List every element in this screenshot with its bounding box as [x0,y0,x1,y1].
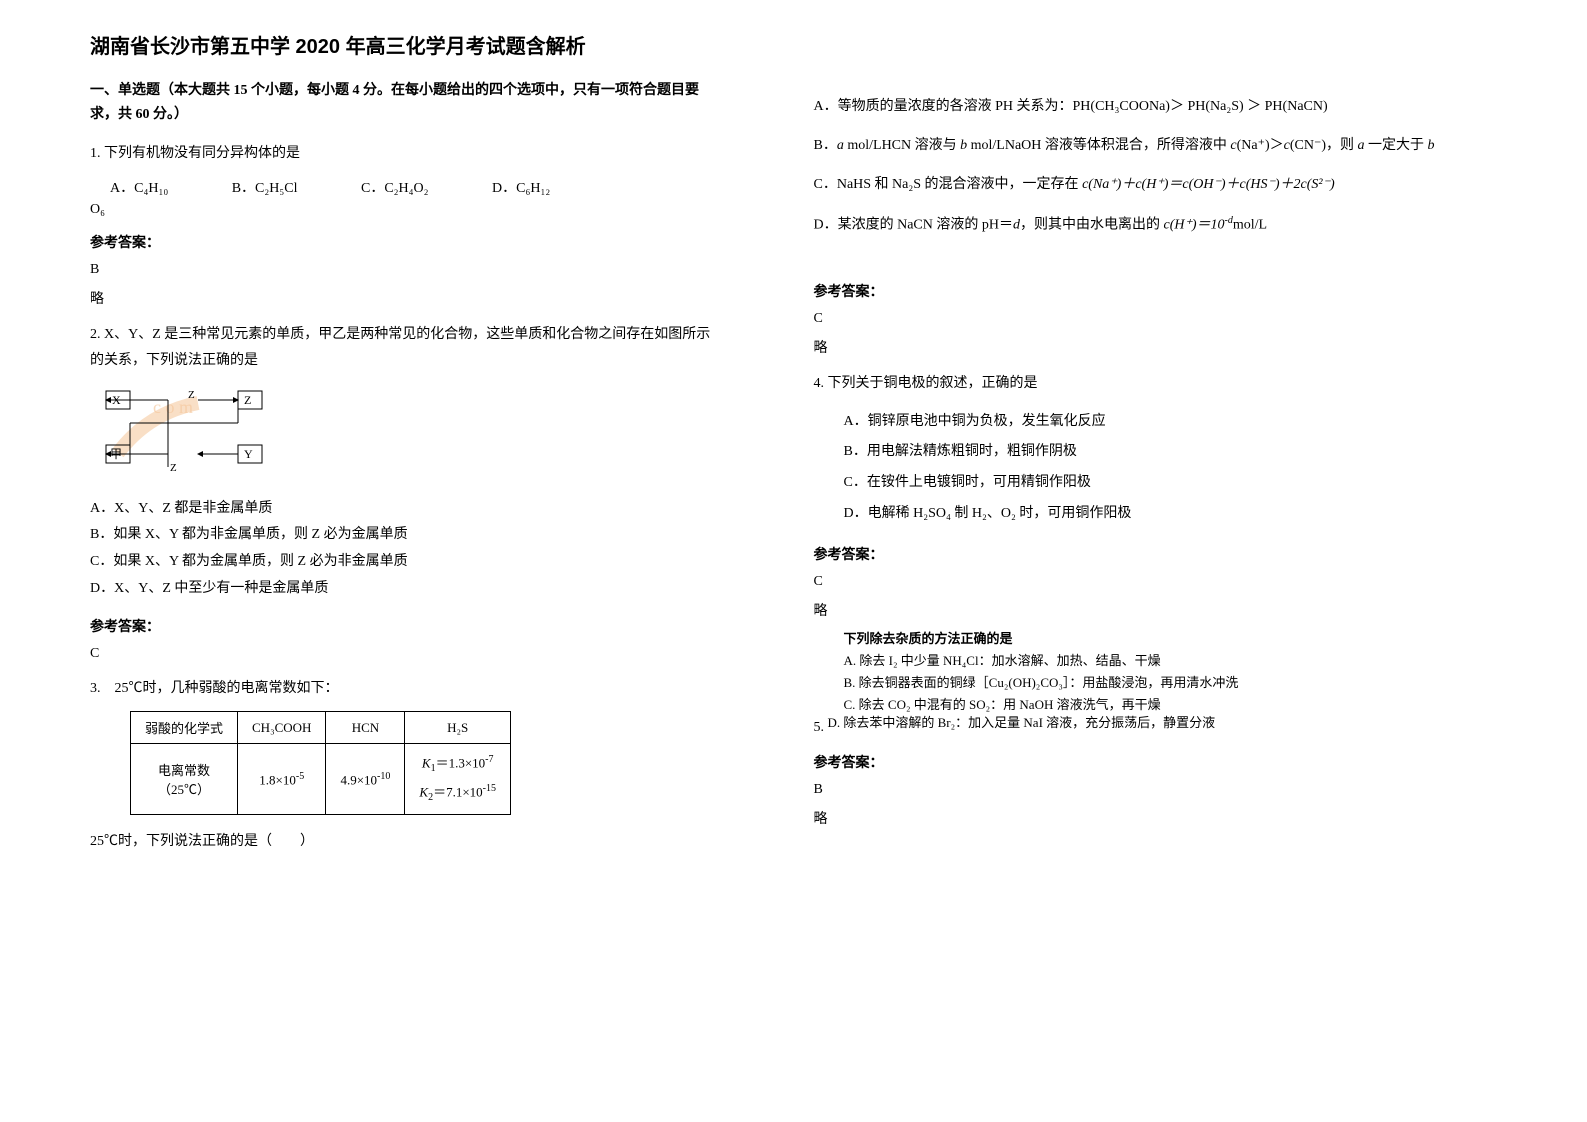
q3b-c2i: (CN⁻)，则 [1290,138,1358,153]
q5-opt-c: C. 除去 CO₂ 中混有的 SO₂：用 NaOH 溶液洗气，再干燥 [844,694,1498,716]
td-v3: K1＝1.3×10-7 K2＝7.1×10-15 [405,744,511,815]
q2-options: A．X、Y、Z 都是非金属单质 B．如果 X、Y 都为非金属单质，则 Z 必为金… [90,496,724,602]
q2-stem: 2. X、Y、Z 是三种常见元素的单质，甲乙是两种常见的化合物，这些单质和化合物… [90,322,724,372]
th-hcn: HCN [326,712,405,744]
right-top-spacer [814,30,1498,80]
q3b-m2: mol/LNaOH 溶液等体积混合，所得溶液中 [967,138,1230,153]
acid-constants-table: 弱酸的化学式 CH₃COOH HCN H₂S 电离常数 （25℃） 1.8×10… [130,711,511,815]
q3d-exp: -d [1225,215,1233,226]
v3a-k: K [422,756,431,771]
q3-opt-c: C．NaHS 和 Na₂S 的混合溶液中，一定存在 c(Na⁺)＋c(H⁺)＝c… [814,172,1498,197]
q5-header: 下列除去杂质的方法正确的是 [844,628,1498,650]
q1-opt-d: D．C₆H₁₂ [492,176,550,203]
q4-opt-b: B．用电解法精炼粗铜时，粗铜作阴极 [844,437,1498,468]
th-h2s: H₂S [405,712,511,744]
left-column: 湖南省长沙市第五中学 2020 年高三化学月考试题含解析 一、单选题（本大题共 … [0,0,794,1122]
q4-opt-a: A．铜锌原电池中铜为负极，发生氧化反应 [844,407,1498,438]
td-const-label: 电离常数 （25℃） [131,744,238,815]
q3d-d: d [1013,217,1020,232]
q1-answer-label: 参考答案： [90,232,724,252]
q3c-pre: C．NaHS 和 Na₂S 的混合溶液中，一定存在 [814,177,1083,192]
q3-answer-label: 参考答案： [814,281,1498,301]
v1-base: 1.8×10 [259,772,296,787]
q3-note: 略 [814,337,1498,357]
q5-answer: B [814,782,1498,798]
q3b-pre: B． [814,138,837,153]
v1-exp: -5 [296,771,304,782]
q5-block: 下列除去杂质的方法正确的是 A. 除去 I₂ 中少量 NH₄Cl：加水溶解、加热… [844,628,1498,716]
label-z-bot: Z [170,462,177,474]
q4-opt-c: C．在铵件上电镀铜时，可用精铜作阳极 [844,468,1498,499]
q5-opt-a: A. 除去 I₂ 中少量 NH₄Cl：加水溶解、加热、结晶、干燥 [844,650,1498,672]
q1-stem: 1. 下列有机物没有同分异构体的是 [90,141,724,166]
q3-stem: 3. 25℃时，几种弱酸的电离常数如下： [90,676,724,701]
q5-opt-d: D. 除去苯中溶解的 Br₂：加入足量 NaI 溶液，充分振荡后，静置分液 [828,715,1216,730]
v3b-exp: -15 [483,783,496,794]
th-formula: 弱酸的化学式 [131,712,238,744]
q1-overflow: O₆ [90,202,724,218]
q5-opt-b: B. 除去铜器表面的铜绿［Cu₂(OH)₂CO₃］：用盐酸浸泡，再用清水冲洗 [844,672,1498,694]
v3b-mid: ＝7.1×10 [433,785,483,800]
spacer-q3ans [814,247,1498,267]
q3c-eq: c(Na⁺)＋c(H⁺)＝c(OH⁻)＋c(HS⁻)＋2c(S²⁻) [1082,177,1335,192]
q2-opt-a: A．X、Y、Z 都是非金属单质 [90,496,724,523]
q1-note: 略 [90,288,724,308]
q4-opt-d: D．电解稀 H₂SO₄ 制 H₂、O₂ 时，可用铜作阳极 [844,499,1498,530]
exam-title: 湖南省长沙市第五中学 2020 年高三化学月考试题含解析 [90,30,724,59]
q5-answer-label: 参考答案： [814,752,1498,772]
q4-answer: C [814,574,1498,590]
q2-answer: C [90,646,724,662]
label-z-top: Z [244,393,251,407]
v2-exp: -10 [377,771,390,782]
q1-opt-b: B．C₂H₅Cl [232,176,298,203]
q4-answer-label: 参考答案： [814,544,1498,564]
q3b-c1i: (Na⁺)＞ [1237,138,1284,153]
q3b-m3: 一定大于 [1365,138,1428,153]
q2-opt-c: C．如果 X、Y 都为金属单质，则 Z 必为非金属单质 [90,549,724,576]
q3d-mid: ，则其中由水电离出的 [1020,217,1164,232]
q5-num-and-d: 5. D. 除去苯中溶解的 Br₂：加入足量 NaI 溶液，充分振荡后，静置分液 [814,716,1498,738]
q2-opt-d: D．X、Y、Z 中至少有一种是金属单质 [90,576,724,603]
q2-answer-label: 参考答案： [90,616,724,636]
q3d-unit: mol/L [1233,217,1267,232]
q3-answer: C [814,311,1498,327]
q1-opt-a: A．C₄H₁₀ [110,176,168,203]
q3-opt-a: A．等物质的量浓度的各溶液 PH 关系为：PH(CH₃COONa)＞ PH(Na… [814,94,1498,119]
v2-base: 4.9×10 [340,772,377,787]
q2-opt-b: B．如果 X、Y 都为非金属单质，则 Z 必为金属单质 [90,522,724,549]
q3-stem2: 25℃时，下列说法正确的是（ ） [90,829,724,854]
q3d-pre: D．某浓度的 NaCN 溶液的 pH＝ [814,217,1014,232]
q3-opt-d: D．某浓度的 NaCN 溶液的 pH＝d，则其中由水电离出的 c(H⁺)＝10-… [814,212,1498,238]
q2-diagram: c o m X Z 甲 Y Z Z [98,383,724,488]
q3b-m1: mol/LHCN 溶液与 [844,138,960,153]
td-v1: 1.8×10-5 [238,744,326,815]
const-l2: （25℃） [158,782,210,797]
q4-stem: 4. 下列关于铜电极的叙述，正确的是 [814,371,1498,396]
th-ch3cooh: CH₃COOH [238,712,326,744]
q5-number: 5. [814,720,828,735]
label-y: Y [244,447,253,461]
q5-note: 略 [814,808,1498,828]
q1-answer: B [90,262,724,278]
q3b-a2: a [1358,138,1365,153]
q1-options: A．C₄H₁₀ B．C₂H₅Cl C．C₂H₄O₂ D．C₆H₁₂ [110,176,724,203]
q4-note: 略 [814,600,1498,620]
v3b-k: K [419,785,428,800]
const-l1: 电离常数 [158,763,210,778]
v3a-exp: -7 [485,754,493,765]
right-column: A．等物质的量浓度的各溶液 PH 关系为：PH(CH₃COONa)＞ PH(Na… [794,0,1587,1122]
section-1-header: 一、单选题（本大题共 15 个小题，每小题 4 分。在每小题给出的四个选项中，只… [90,79,724,127]
q3d-eq: c(H⁺)＝10 [1164,217,1225,232]
q2-diagram-svg: c o m X Z 甲 Y Z Z [98,383,278,483]
q3-opt-b: B．a mol/LHCN 溶液与 b mol/LNaOH 溶液等体积混合，所得溶… [814,133,1498,158]
td-v2: 4.9×10-10 [326,744,405,815]
q3b-a: a [837,138,844,153]
q1-opt-c: C．C₂H₄O₂ [361,176,429,203]
q3b-b2: b [1428,138,1435,153]
v3a-mid: ＝1.3×10 [436,756,486,771]
label-z-mid-top: Z [188,389,195,401]
